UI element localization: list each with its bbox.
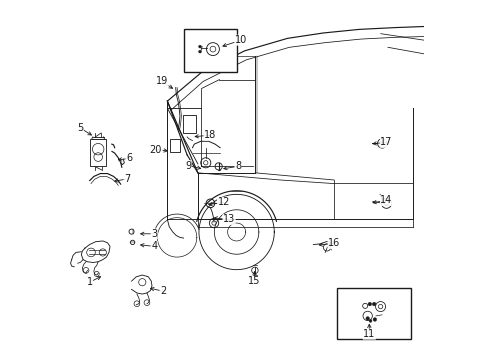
Circle shape [372, 318, 376, 321]
Circle shape [368, 319, 371, 322]
Text: 13: 13 [223, 215, 235, 224]
Circle shape [198, 45, 201, 48]
Bar [90, 139, 106, 166]
Text: 15: 15 [248, 276, 260, 287]
Text: 12: 12 [217, 197, 229, 207]
Text: 1: 1 [86, 277, 92, 287]
Bar [169, 139, 180, 152]
Text: 5: 5 [77, 123, 83, 133]
Text: 7: 7 [124, 174, 130, 184]
Circle shape [198, 50, 201, 53]
Circle shape [371, 302, 375, 306]
Circle shape [367, 302, 371, 306]
Bar [183, 115, 196, 134]
Text: 2: 2 [160, 286, 166, 296]
Text: 6: 6 [126, 153, 132, 163]
Text: 8: 8 [235, 161, 241, 171]
Text: 3: 3 [151, 229, 157, 239]
Text: 20: 20 [149, 144, 162, 154]
Text: 10: 10 [234, 35, 246, 45]
Text: 18: 18 [203, 130, 216, 140]
Text: 19: 19 [156, 76, 168, 86]
Bar [336, 288, 410, 338]
Text: 14: 14 [380, 195, 392, 206]
Bar [183, 30, 236, 72]
Text: 16: 16 [327, 238, 340, 248]
Text: 11: 11 [363, 329, 375, 339]
Text: 9: 9 [185, 161, 191, 171]
Text: 17: 17 [380, 138, 392, 147]
Text: 4: 4 [151, 241, 157, 251]
Circle shape [365, 317, 369, 320]
